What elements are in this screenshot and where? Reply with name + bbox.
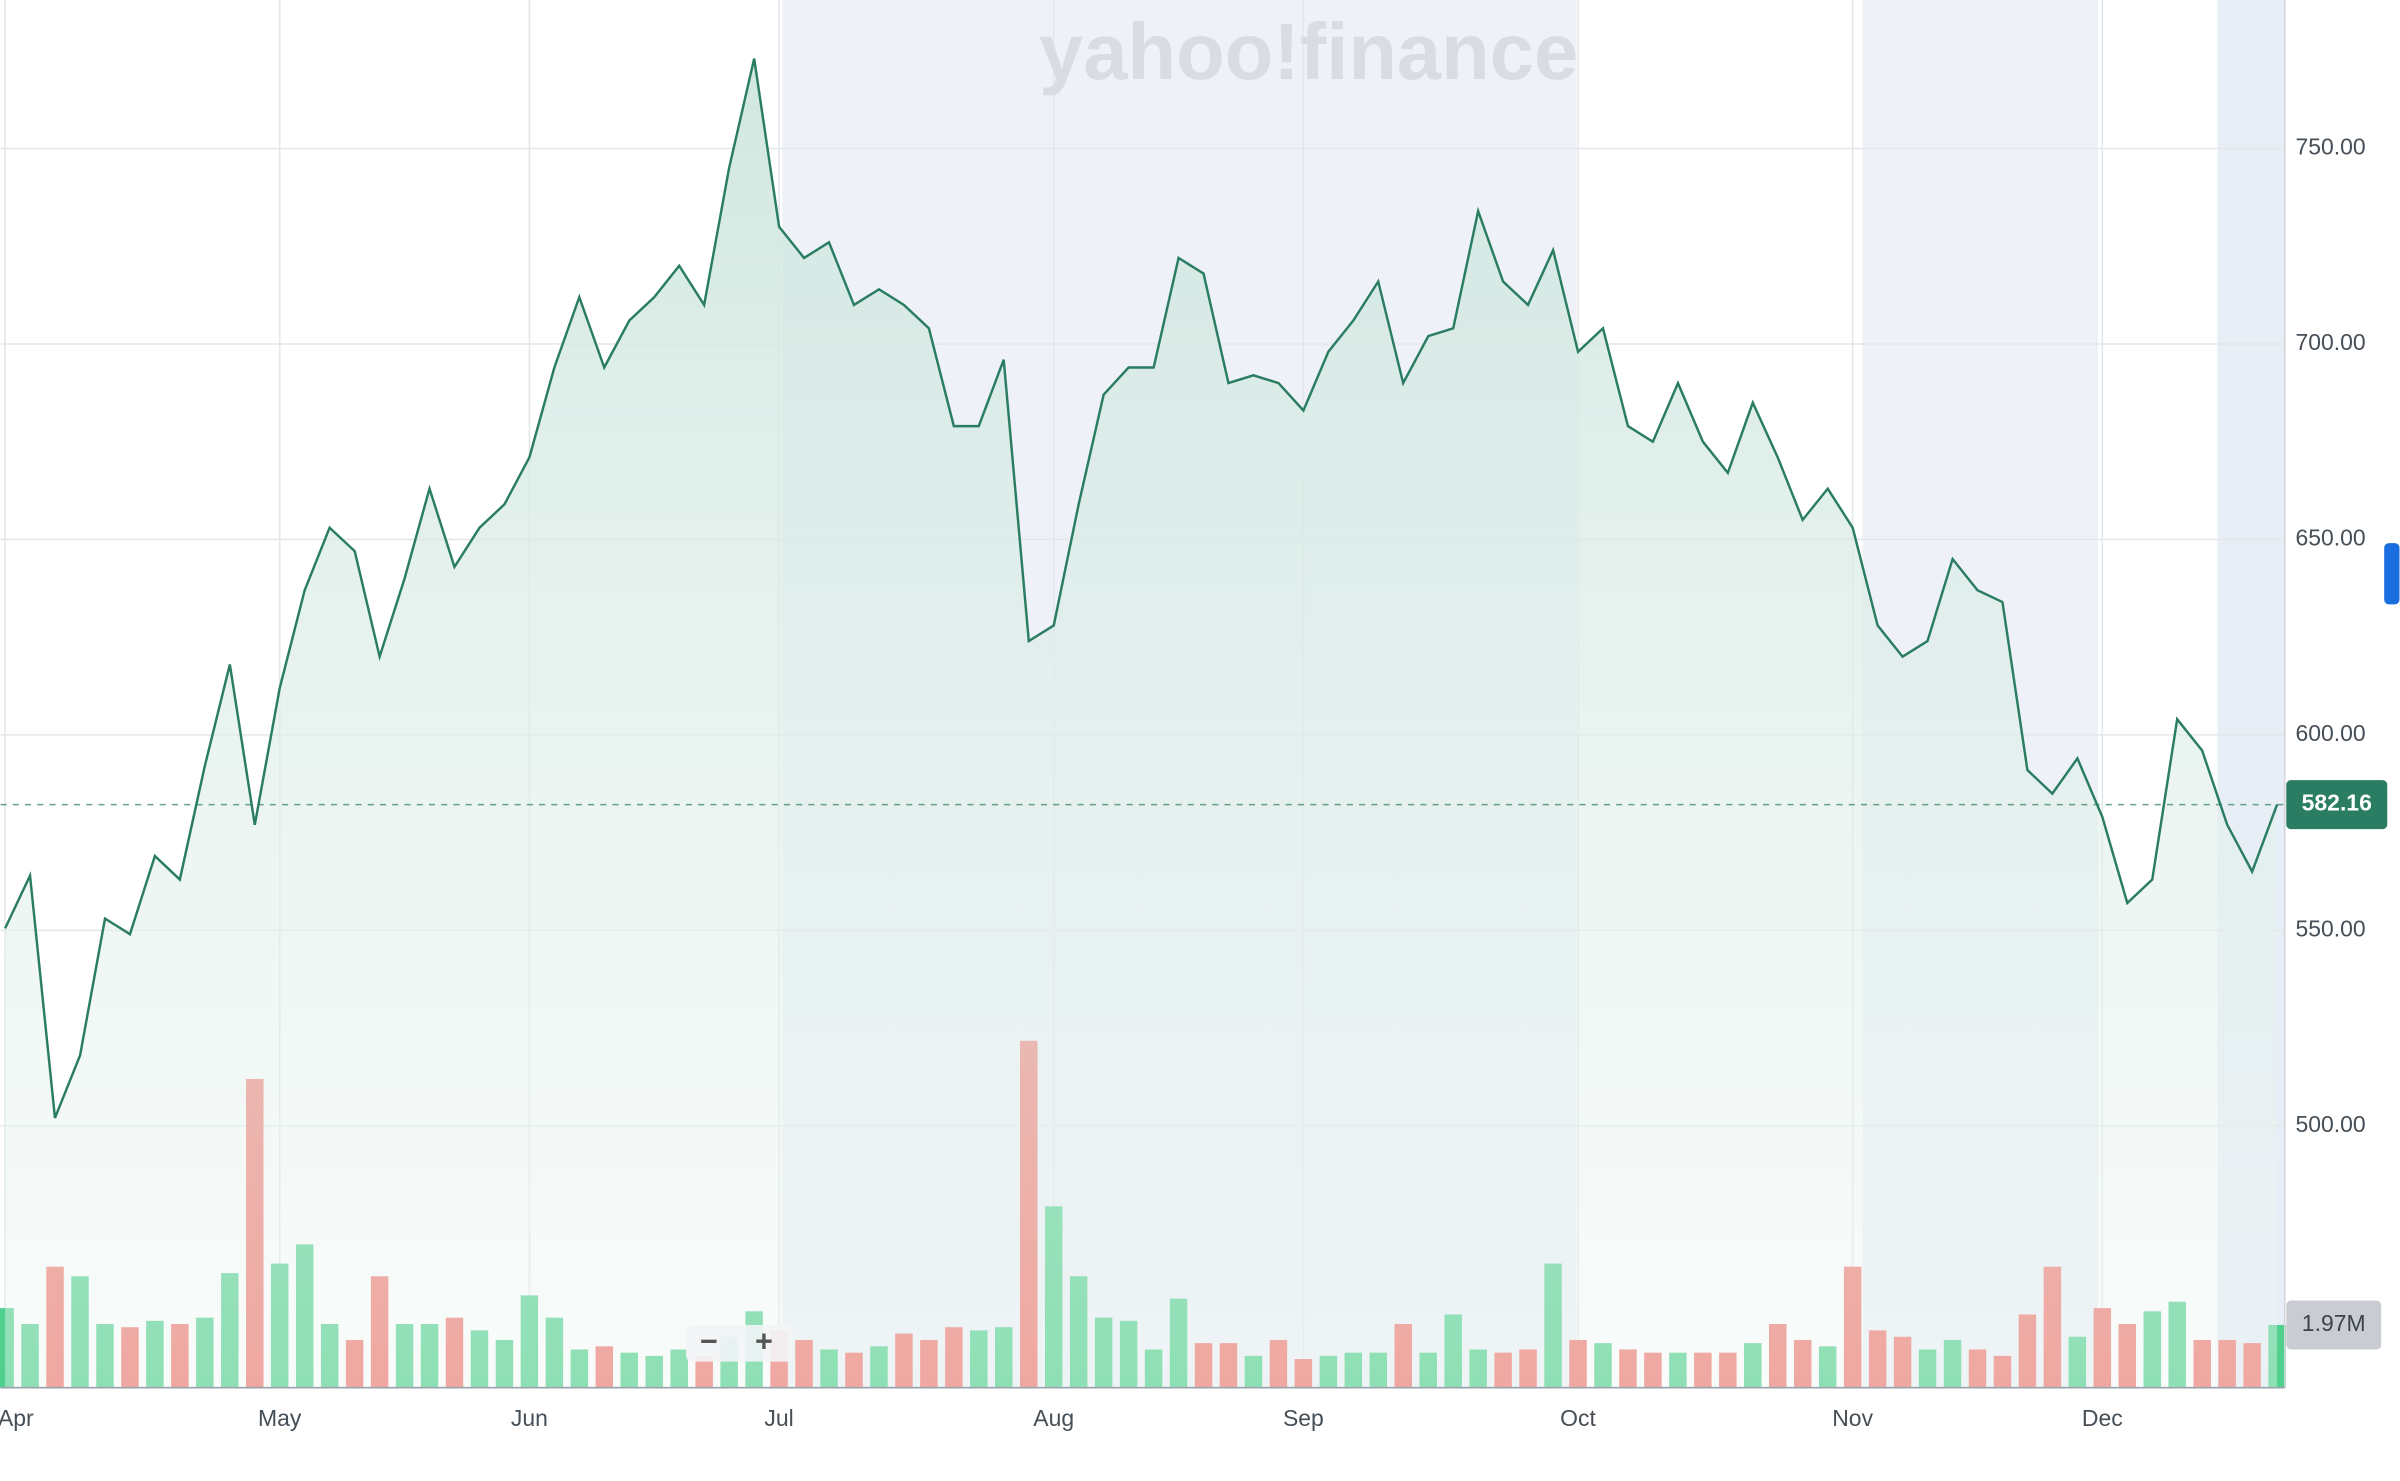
y-tick-label: 550.00 (2295, 915, 2365, 941)
y-tick-label: 650.00 (2295, 524, 2365, 550)
volume-tag (2286, 1300, 2382, 1350)
x-tick-label: Oct (1560, 1405, 1596, 1431)
x-tick-label: Nov (1832, 1405, 1873, 1431)
side-handle[interactable] (2384, 543, 2400, 605)
x-tick-label: Apr (0, 1405, 34, 1431)
current-price-label: 582.16 (2302, 790, 2372, 816)
price-line (3, 58, 2279, 1119)
zoom-in[interactable]: + (755, 1324, 773, 1358)
y-tick-label: 500.00 (2295, 1111, 2365, 1137)
current-price-tag (2286, 780, 2388, 830)
watermark: yahoo!finance (1039, 7, 1578, 96)
x-tick-label: Jul (764, 1405, 793, 1431)
x-tick-label: Jun (511, 1405, 548, 1431)
x-tick-label: Sep (1283, 1405, 1324, 1431)
zoom-box[interactable] (685, 1324, 794, 1362)
volume-label: 1.97M (2302, 1310, 2366, 1336)
y-tick-label: 700.00 (2295, 329, 2365, 355)
zoom-out[interactable]: − (700, 1324, 718, 1358)
y-tick-label: 750.00 (2295, 134, 2365, 160)
x-tick-label: Aug (1033, 1405, 1074, 1431)
x-tick-label: Dec (2082, 1405, 2123, 1431)
price-area (5, 58, 2278, 1388)
x-tick-label: May (258, 1405, 302, 1431)
y-tick-label: 600.00 (2295, 720, 2365, 746)
